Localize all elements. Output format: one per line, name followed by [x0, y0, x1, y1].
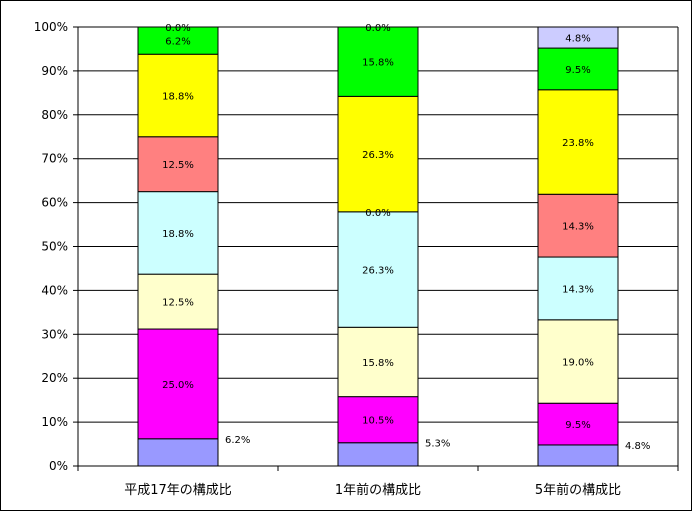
- bar-segment: [137, 438, 219, 467]
- data-label: 14.3%: [562, 222, 594, 233]
- data-label: 15.8%: [362, 358, 394, 369]
- y-tick-label: 80%: [41, 108, 68, 122]
- data-label: 9.5%: [565, 420, 590, 431]
- y-tick-label: 60%: [41, 196, 68, 210]
- data-label: 10.5%: [362, 416, 394, 427]
- bar-segment: [337, 442, 419, 467]
- data-label: 19.0%: [562, 358, 594, 369]
- data-label: 4.8%: [565, 34, 590, 45]
- bar-segment: [137, 26, 219, 55]
- data-label: 0.0%: [365, 23, 390, 34]
- bar-segment: [137, 191, 219, 275]
- y-tick-label: 10%: [41, 415, 68, 429]
- bars: [137, 26, 619, 467]
- x-category-label: 5年前の構成比: [535, 482, 621, 498]
- y-axis-ticks: 0% 10% 20% 30% 40% 50% 60% 70% 80% 90% 100%: [34, 20, 68, 473]
- data-label: 0.0%: [165, 23, 190, 34]
- data-label: 25.0%: [162, 380, 194, 391]
- data-label: 23.8%: [562, 138, 594, 149]
- bar-segment: [337, 211, 419, 328]
- bar-segment: [137, 53, 219, 138]
- data-label: 14.3%: [562, 284, 594, 295]
- y-tick-label: 30%: [41, 327, 68, 341]
- data-labels: 6.2% 25.0% 12.5% 18.8% 12.5% 18.8% 6.2% 0.0% 5.3…: [162, 23, 650, 452]
- data-label: 15.8%: [362, 58, 394, 69]
- data-label: 6.2%: [225, 435, 250, 446]
- bar-segment: [537, 319, 619, 404]
- x-category-label: 平成17年の構成比: [124, 483, 232, 498]
- y-tick-label: 40%: [41, 283, 68, 297]
- data-label: 6.2%: [165, 37, 190, 48]
- y-tick-label: 20%: [41, 371, 68, 385]
- data-label: 0.0%: [365, 208, 390, 219]
- bar-segment: [337, 26, 419, 97]
- bar-segment: [537, 47, 619, 91]
- bar-segment: [137, 273, 219, 330]
- x-category-label: 1年前の構成比: [335, 482, 421, 498]
- bar-segment: [537, 89, 619, 195]
- data-label: 18.8%: [162, 229, 194, 240]
- data-label: 5.3%: [425, 439, 450, 450]
- data-label: 9.5%: [565, 65, 590, 76]
- bar-segment: [337, 326, 419, 398]
- data-label: 12.5%: [162, 160, 194, 171]
- data-label: 4.8%: [625, 441, 650, 452]
- bar-segment: [337, 396, 419, 444]
- data-label: 12.5%: [162, 298, 194, 309]
- bar-segment: [337, 95, 419, 213]
- y-tick-label: 70%: [41, 152, 68, 166]
- y-tick-label: 100%: [34, 20, 68, 34]
- y-tick-label: 90%: [41, 64, 68, 78]
- data-label: 26.3%: [362, 266, 394, 277]
- y-tick-label: 0%: [49, 459, 68, 473]
- bar-segment: [537, 444, 619, 467]
- x-axis-categories: 平成17年の構成比 1年前の構成比 5年前の構成比: [124, 482, 621, 498]
- data-label: 26.3%: [362, 150, 394, 161]
- axes: [73, 26, 679, 471]
- bar-segment: [537, 26, 619, 49]
- bar-segment: [537, 402, 619, 446]
- data-label: 18.8%: [162, 91, 194, 102]
- y-tick-label: 50%: [41, 240, 68, 254]
- bar-segment: [137, 136, 219, 193]
